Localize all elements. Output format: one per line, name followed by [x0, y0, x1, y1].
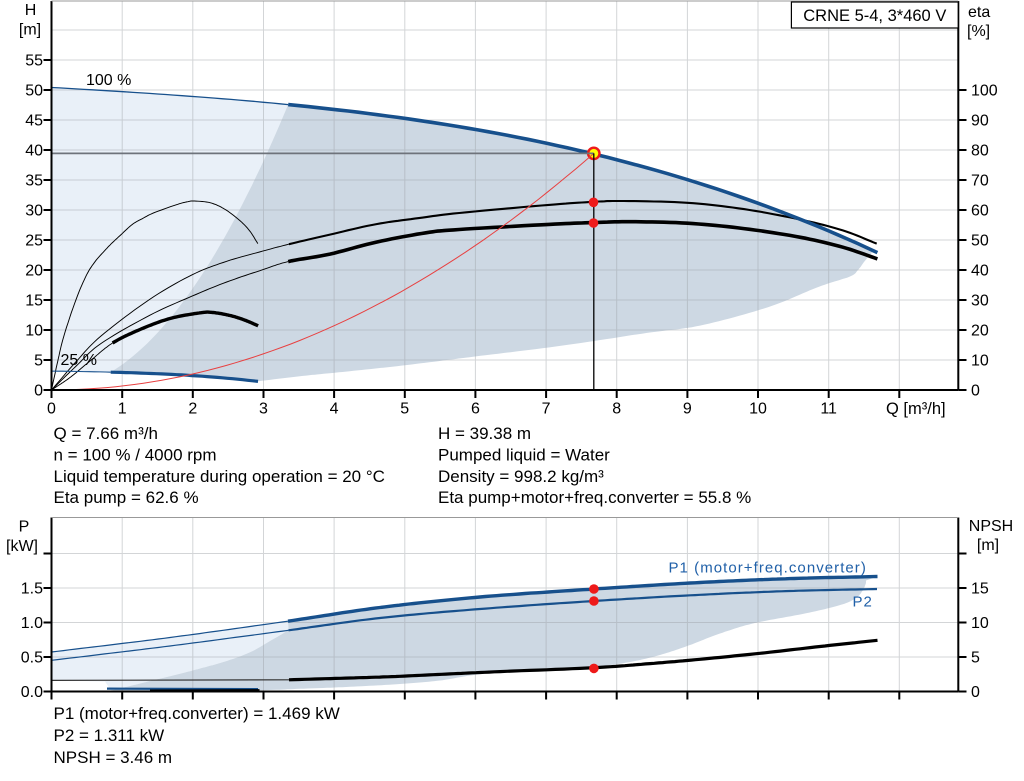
svg-text:40: 40	[25, 143, 43, 160]
svg-text:[m]: [m]	[19, 22, 41, 39]
svg-text:P1 (motor+freq.converter): P1 (motor+freq.converter)	[669, 560, 867, 577]
svg-text:35: 35	[25, 173, 43, 190]
svg-text:10: 10	[971, 615, 989, 632]
svg-text:55: 55	[25, 53, 43, 70]
svg-text:Pumped liquid = Water: Pumped liquid = Water	[438, 446, 610, 465]
svg-text:10: 10	[971, 353, 989, 370]
svg-text:100 %: 100 %	[86, 72, 131, 89]
svg-text:25: 25	[25, 233, 43, 250]
svg-text:20: 20	[971, 323, 989, 340]
svg-text:0: 0	[971, 684, 980, 701]
svg-text:30: 30	[25, 203, 43, 220]
svg-text:90: 90	[971, 113, 989, 130]
svg-text:45: 45	[25, 113, 43, 130]
svg-text:20: 20	[25, 263, 43, 280]
svg-text:9: 9	[683, 400, 692, 417]
svg-text:10: 10	[25, 323, 43, 340]
svg-text:[m]: [m]	[977, 537, 999, 554]
svg-text:50: 50	[971, 233, 989, 250]
svg-text:5: 5	[34, 353, 43, 370]
svg-text:Eta pump = 62.6 %: Eta pump = 62.6 %	[54, 488, 199, 507]
svg-text:Density = 998.2 kg/m³: Density = 998.2 kg/m³	[438, 467, 604, 486]
svg-text:0.0: 0.0	[21, 684, 43, 701]
svg-text:5: 5	[971, 650, 980, 667]
svg-text:15: 15	[971, 581, 989, 598]
svg-text:Q = 7.66 m³/h: Q = 7.66 m³/h	[54, 424, 158, 443]
svg-text:11: 11	[820, 400, 837, 417]
svg-text:50: 50	[25, 83, 43, 100]
svg-text:0: 0	[971, 383, 980, 400]
svg-text:25 %: 25 %	[61, 352, 97, 369]
svg-text:Liquid temperature during oper: Liquid temperature during operation = 20…	[54, 467, 385, 486]
svg-text:P1 (motor+freq.converter) = 1.: P1 (motor+freq.converter) = 1.469 kW	[54, 704, 340, 723]
svg-text:40: 40	[971, 263, 989, 280]
svg-text:80: 80	[971, 143, 989, 160]
svg-text:60: 60	[971, 203, 989, 220]
svg-text:P2: P2	[853, 594, 873, 611]
svg-text:[%]: [%]	[967, 23, 990, 40]
svg-text:3: 3	[259, 400, 268, 417]
svg-text:100: 100	[971, 83, 998, 100]
svg-text:[kW]: [kW]	[6, 538, 38, 555]
svg-text:30: 30	[971, 293, 989, 310]
svg-text:0: 0	[34, 383, 43, 400]
svg-text:NPSH = 3.46 m: NPSH = 3.46 m	[54, 748, 173, 767]
svg-text:Q [m³/h]: Q [m³/h]	[886, 400, 946, 418]
svg-text:P: P	[19, 519, 30, 536]
svg-text:1: 1	[118, 400, 127, 417]
svg-text:15: 15	[25, 293, 43, 310]
svg-text:1.0: 1.0	[21, 615, 43, 632]
svg-text:NPSH: NPSH	[969, 518, 1013, 535]
svg-text:70: 70	[971, 173, 989, 190]
svg-text:7: 7	[542, 400, 551, 417]
svg-text:H: H	[25, 2, 37, 19]
svg-text:eta: eta	[968, 4, 990, 21]
svg-text:H = 39.38 m: H = 39.38 m	[438, 424, 531, 443]
svg-text:1.5: 1.5	[21, 581, 43, 598]
svg-text:10: 10	[749, 400, 767, 417]
svg-text:0: 0	[47, 400, 56, 417]
svg-text:5: 5	[400, 400, 409, 417]
svg-text:P2 = 1.311 kW: P2 = 1.311 kW	[54, 726, 165, 745]
svg-text:4: 4	[330, 400, 339, 417]
svg-text:0.5: 0.5	[21, 650, 43, 667]
svg-text:8: 8	[612, 400, 621, 417]
svg-text:CRNE 5-4, 3*460 V: CRNE 5-4, 3*460 V	[803, 7, 946, 25]
svg-text:6: 6	[471, 400, 480, 417]
svg-text:2: 2	[188, 400, 197, 417]
svg-text:Eta pump+motor+freq.converter: Eta pump+motor+freq.converter = 55.8 %	[438, 488, 751, 507]
svg-text:n = 100 % / 4000 rpm: n = 100 % / 4000 rpm	[54, 446, 217, 465]
